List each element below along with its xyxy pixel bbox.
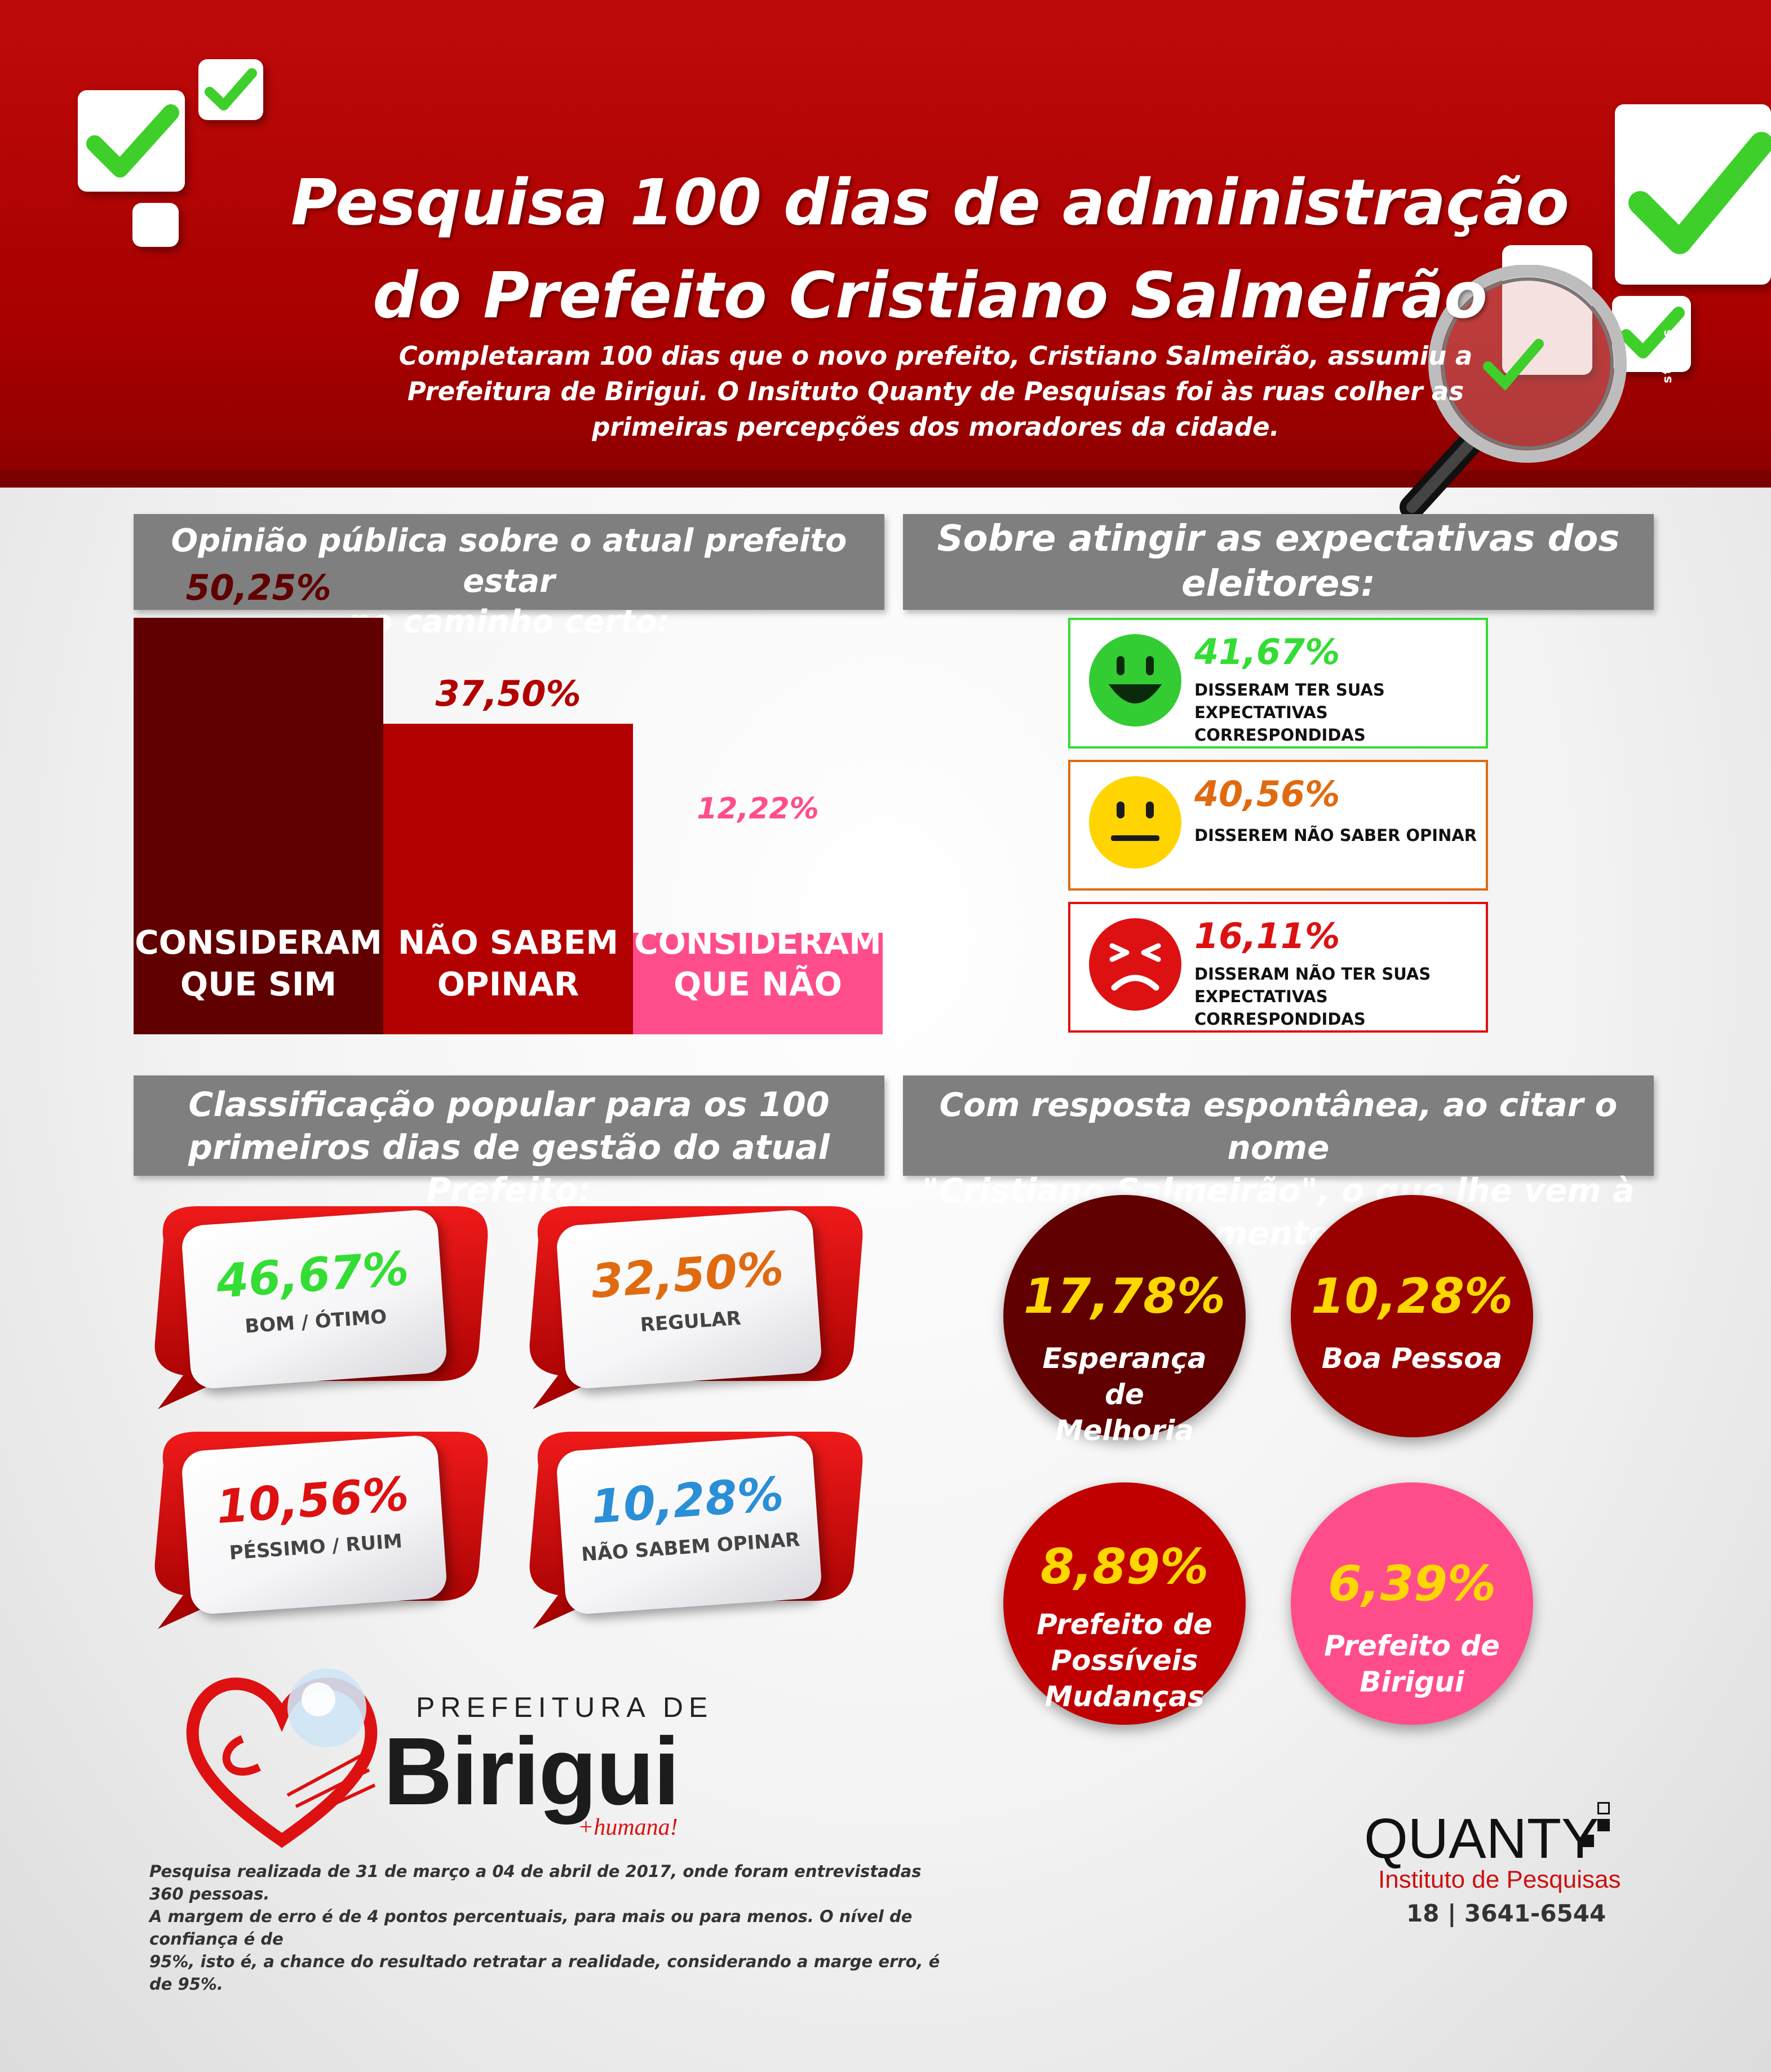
spontaneous-mudancas-percent: 8,89% <box>1040 1539 1209 1595</box>
checkbox-check-icon <box>198 59 263 120</box>
header-banner <box>0 0 1771 471</box>
quanty-logo-squares-icon <box>1582 1802 1641 1847</box>
classification-bubble-bom: 46,67% BOM / ÓTIMO <box>180 1208 448 1390</box>
classification-regular-percent: 32,50% <box>589 1242 786 1309</box>
spontaneous-circle-esperanca: 17,78% Esperança de Melhoria <box>1003 1195 1246 1447</box>
spontaneous-panel-title: Com resposta espontânea, ao citar o nome… <box>903 1075 1654 1252</box>
expectation-row-sad: 16,11% DISSERAM NÃO TER SUAS EXPECTATIVA… <box>1068 902 1488 1033</box>
spontaneous-esperanca-percent: 17,78% <box>1023 1268 1226 1325</box>
happy-face-icon <box>1089 634 1181 727</box>
expectation-row-neutral: 40,56% DISSEREM NÃO SABER OPINAR <box>1068 760 1488 891</box>
birigui-logo-tagline: +humana! <box>578 1814 678 1840</box>
opinion-bar-1 <box>134 618 383 1034</box>
opinion-bar-category-2: NÃO SABEM OPINAR <box>397 923 619 1003</box>
classification-nao-sabem-percent: 10,28% <box>589 1467 786 1534</box>
expectation-sad-percent: 16,11% <box>1194 915 1340 957</box>
birigui-logo-name: Birigui <box>383 1718 680 1825</box>
expectation-sad-text: DISSERAM NÃO TER SUAS EXPECTATIVAS CORRE… <box>1194 964 1431 1029</box>
spontaneous-circle-prefeito-birigui: 6,39% Prefeito de Birigui <box>1291 1482 1533 1725</box>
page-title-line1: Pesquisa 100 dias de administração <box>291 166 1569 240</box>
spontaneous-prefeito-birigui-percent: 6,39% <box>1327 1556 1497 1612</box>
methodology-footnote: Pesquisa realizada de 31 de março a 04 d… <box>149 1862 940 1994</box>
opinion-bar-2 <box>383 724 633 1034</box>
expectation-neutral-percent: 40,56% <box>1194 773 1340 814</box>
intro-text-line1: Completaram 100 dias que o novo prefeito… <box>399 341 1473 371</box>
neutral-face-icon <box>1089 776 1181 869</box>
opinion-bar-value-2: 37,50% <box>435 673 581 714</box>
classification-bubble-regular: 32,50% REGULAR <box>555 1208 823 1390</box>
quanty-logo-subtitle: Instituto de Pesquisas <box>1378 1866 1621 1893</box>
classification-panel-title: Classificação popular para os 100 primei… <box>134 1075 884 1210</box>
spontaneous-circle-boa-pessoa: 10,28% Boa Pessoa <box>1291 1195 1533 1437</box>
classification-bubble-nao-sabem: 10,28% NÃO SABEM OPINAR <box>555 1434 823 1615</box>
classification-bom-percent: 46,67% <box>214 1242 411 1309</box>
page-title-line2: do Prefeito Cristiano Salmeirão <box>373 259 1487 333</box>
spontaneous-boa-pessoa-label: Boa Pessoa <box>1321 1342 1503 1375</box>
expectation-happy-text: DISSERAM TER SUAS EXPECTATIVAS CORRESPON… <box>1194 680 1385 745</box>
opinion-bar-category-3: CONSIDERAM QUE NÃO <box>634 923 882 1003</box>
opinion-bar-category-1: CONSIDERAM QUE SIM <box>135 923 382 1003</box>
expectation-neutral-text: DISSEREM NÃO SABER OPINAR <box>1194 826 1477 845</box>
checkbox-empty-icon <box>132 203 179 247</box>
checkbox-check-icon <box>1615 104 1771 285</box>
birigui-logo-top-text: PREFEITURA DE <box>416 1692 714 1723</box>
expectation-row-happy: 41,67% DISSERAM TER SUAS EXPECTATIVAS CO… <box>1068 618 1488 749</box>
opinion-bar-value-3: 12,22% <box>697 792 819 826</box>
designer-signature: st!llus <box>1661 327 1675 383</box>
opinion-bar-3 <box>633 933 883 1034</box>
magnifying-glass-icon <box>1400 265 1627 520</box>
classification-pessimo-percent: 10,56% <box>214 1467 411 1534</box>
birigui-heart-logo <box>186 1668 378 1848</box>
spontaneous-circle-mudancas: 8,89% Prefeito de Possíveis Mudanças <box>1003 1482 1246 1725</box>
intro-text-line2: Prefeitura de Birigui. O Insituto Quanty… <box>407 377 1464 406</box>
intro-text-line3: primeiras percepções dos moradores da ci… <box>592 412 1279 442</box>
expectations-panel-title: Sobre atingir as expectativas dos eleito… <box>903 514 1654 610</box>
header-shadow-band <box>0 471 1771 488</box>
spontaneous-mudancas-label: Prefeito de Possíveis Mudanças <box>1037 1608 1212 1713</box>
sad-face-icon <box>1089 918 1181 1011</box>
classification-bubble-pessimo: 10,56% PÉSSIMO / RUIM <box>180 1434 448 1615</box>
expectation-happy-percent: 41,67% <box>1194 631 1340 672</box>
checkbox-check-icon <box>78 90 185 192</box>
quanty-phone: 18 | 3641-6544 <box>1406 1900 1606 1927</box>
spontaneous-esperanca-label: Esperança de Melhoria <box>1042 1342 1207 1447</box>
spontaneous-boa-pessoa-percent: 10,28% <box>1310 1268 1513 1325</box>
opinion-panel-title: Opinião pública sobre o atual prefeito e… <box>134 514 884 640</box>
opinion-bar-value-1: 50,25% <box>185 567 331 608</box>
quanty-logo-name: QUANTY <box>1364 1807 1599 1870</box>
spontaneous-prefeito-birigui-label: Prefeito de Birigui <box>1324 1630 1500 1698</box>
